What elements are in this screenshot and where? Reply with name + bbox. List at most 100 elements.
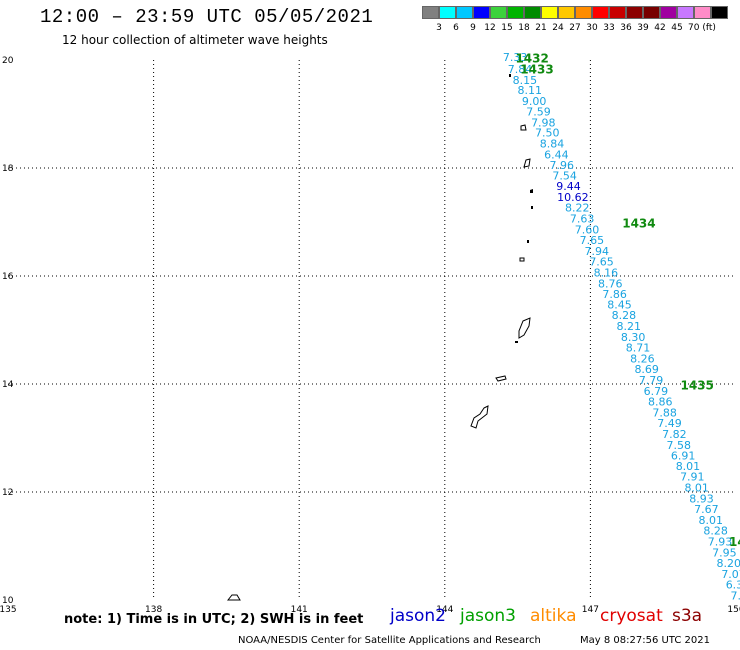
color-legend-label: 27 bbox=[569, 23, 581, 33]
map-grid bbox=[8, 60, 736, 600]
color-swatch bbox=[490, 6, 507, 19]
wave-height-value: 7.86 bbox=[602, 288, 627, 301]
wave-height-value: 8.01 bbox=[676, 460, 701, 473]
satellite-label: cryosat bbox=[600, 606, 663, 626]
wave-height-value: 6.39 bbox=[726, 579, 740, 592]
color-legend-label: 30 bbox=[586, 23, 598, 33]
color-swatch bbox=[660, 6, 677, 19]
color-swatch bbox=[541, 6, 558, 19]
wave-height-value: 10.62 bbox=[557, 191, 589, 204]
page-title: 12:00 – 23:59 UTC 05/05/2021 bbox=[40, 6, 374, 28]
color-legend-label: 42 bbox=[654, 23, 666, 33]
lat-tick-label: 20 bbox=[2, 56, 14, 66]
lat-tick-label: 14 bbox=[2, 380, 14, 390]
lon-tick-label: 150 bbox=[727, 605, 740, 615]
wave-height-value: 7.59 bbox=[526, 106, 551, 119]
wave-height-value: 8.16 bbox=[594, 267, 619, 280]
rota-island bbox=[495, 375, 507, 382]
color-swatch bbox=[507, 6, 524, 19]
lon-tick-label: 141 bbox=[291, 605, 308, 615]
wave-height-value: 7.84 bbox=[508, 63, 533, 76]
wave-height-value: 7.60 bbox=[575, 223, 600, 236]
color-legend-label: 33 bbox=[603, 23, 615, 33]
color-legend-label: 9 bbox=[470, 23, 476, 33]
aguijan-island bbox=[515, 341, 518, 343]
wave-height-value: 7.79 bbox=[639, 374, 664, 387]
sarigan-island bbox=[527, 240, 529, 243]
wave-height-value: 7.93 bbox=[708, 535, 733, 548]
color-swatch bbox=[473, 6, 490, 19]
wave-height-value: 8.01 bbox=[684, 481, 709, 494]
color-legend-label: 21 bbox=[535, 23, 547, 33]
satellite-label: altika bbox=[530, 606, 577, 626]
axis-labels: 135 138 141 144 147 150 20 18 16 14 12 10 bbox=[0, 56, 740, 615]
wave-height-value: 8.71 bbox=[626, 342, 651, 355]
wave-height-value: 7.50 bbox=[535, 127, 560, 140]
color-legend-label: 36 bbox=[620, 23, 632, 33]
color-legend-label: 70 (ft) bbox=[688, 23, 716, 33]
pass-number-label: 1434 bbox=[622, 216, 655, 230]
wave-height-value: 7.07 bbox=[721, 568, 740, 581]
guguan-island bbox=[531, 206, 533, 209]
wave-height-value: 8.11 bbox=[517, 84, 542, 97]
lon-tick-label: 135 bbox=[0, 605, 17, 615]
wave-height-value: 8.15 bbox=[513, 74, 538, 87]
wave-height-value: 8.30 bbox=[621, 331, 646, 344]
wave-height-value: 7.58 bbox=[666, 439, 691, 452]
color-swatch bbox=[439, 6, 456, 19]
color-swatch bbox=[575, 6, 592, 19]
lat-tick-label: 18 bbox=[2, 164, 14, 174]
wave-height-value: 8.01 bbox=[699, 514, 724, 527]
page-subtitle: 12 hour collection of altimeter wave hei… bbox=[62, 33, 328, 47]
color-swatch bbox=[694, 6, 711, 19]
wave-height-value: 8.93 bbox=[689, 492, 714, 505]
wave-height-value: 9.00 bbox=[522, 95, 547, 108]
lat-tick-label: 16 bbox=[2, 272, 14, 282]
wave-height-value: 7.65 bbox=[589, 256, 614, 269]
wave-height-value: 7.82 bbox=[662, 428, 687, 441]
wave-height-value: 7.67 bbox=[694, 503, 719, 516]
color-legend-label: 3 bbox=[436, 23, 442, 33]
color-legend-label: 45 bbox=[671, 23, 683, 33]
wave-height-value: 9.44 bbox=[556, 180, 581, 193]
tinian-saipan-island bbox=[518, 317, 531, 339]
wave-height-value: 8.21 bbox=[616, 320, 641, 333]
color-legend-label: 39 bbox=[637, 23, 649, 33]
satellite-label: s3a bbox=[672, 606, 703, 626]
color-legend-label: 24 bbox=[552, 23, 564, 33]
color-legend-label: 6 bbox=[453, 23, 459, 33]
southwest-island bbox=[226, 594, 241, 601]
pass-number-label: 1435 bbox=[680, 378, 713, 392]
satellite-label: jason2 bbox=[390, 606, 446, 626]
color-swatch bbox=[524, 6, 541, 19]
wave-height-value: 8.26 bbox=[630, 352, 655, 365]
wave-height-value: 7.96 bbox=[550, 159, 575, 172]
pass-number-label: 1436 bbox=[729, 535, 740, 549]
alamagan-island bbox=[530, 189, 533, 193]
color-swatch bbox=[643, 6, 660, 19]
wave-height-value: 7.95 bbox=[712, 546, 737, 559]
wave-height-value: 8.28 bbox=[703, 525, 728, 538]
color-legend-label: 12 bbox=[484, 23, 496, 33]
color-legend-label: 15 bbox=[501, 23, 513, 33]
lat-tick-label: 10 bbox=[2, 596, 14, 606]
anatahan-island bbox=[519, 257, 525, 262]
lon-tick-label: 138 bbox=[145, 605, 162, 615]
color-swatch bbox=[422, 6, 439, 19]
altimeter-track: 7.337.848.158.119.007.597.987.508.846.44… bbox=[503, 51, 740, 602]
agrihan-island bbox=[520, 124, 527, 131]
pagan-island bbox=[523, 158, 531, 168]
wave-height-value: 8.69 bbox=[634, 363, 659, 376]
pass-number-label: 1433 bbox=[520, 63, 553, 77]
wave-height-value: 8.20 bbox=[716, 557, 740, 570]
color-swatch bbox=[609, 6, 626, 19]
lon-tick-label: 147 bbox=[582, 605, 599, 615]
wave-height-value: 7.33 bbox=[503, 51, 528, 64]
lon-tick-label: 144 bbox=[436, 605, 453, 615]
footer-credit: NOAA/NESDIS Center for Satellite Applica… bbox=[238, 635, 541, 646]
color-swatch bbox=[626, 6, 643, 19]
footer-note: note: 1) Time is in UTC; 2) SWH is in fe… bbox=[64, 612, 364, 627]
